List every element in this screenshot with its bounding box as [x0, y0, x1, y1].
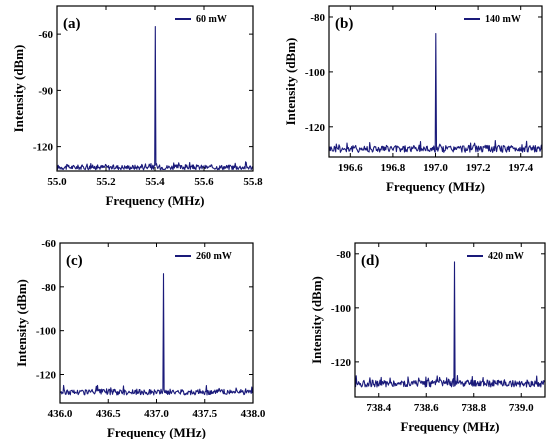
chart-panel: 738.4 738.6 738.8 739.0 -120 -100 -80 Frequency… [309, 242, 546, 434]
y-tick-label: -120 [36, 370, 57, 382]
plot-frame [59, 242, 254, 404]
x-axis-label: Frequency (MHz) [400, 419, 499, 434]
x-axis-label: Frequency (MHz) [105, 193, 204, 208]
series-line [59, 273, 254, 396]
x-tick-label: 197.4 [508, 162, 533, 174]
x-tick-label: 196.6 [338, 162, 363, 174]
series-line [354, 261, 546, 388]
x-tick-label: 55.0 [47, 176, 67, 188]
x-axis-label: Frequency (MHz) [386, 179, 485, 194]
legend-label: 260 mW [196, 251, 232, 262]
y-axis-label: Intensity (dBm) [283, 38, 298, 126]
y-axis-label: Intensity (dBm) [14, 279, 29, 367]
x-tick-label: 55.4 [145, 176, 165, 188]
x-tick-label: 438.0 [241, 408, 266, 420]
legend-label: 140 mW [485, 14, 521, 25]
chart-panel: 436.0 436.5 437.0 437.5 438.0 -120 -100 -80 -60 F… [14, 238, 266, 439]
y-tick-label: -100 [331, 303, 352, 315]
panel-label: (a) [63, 16, 81, 32]
y-tick-label: -120 [305, 122, 326, 134]
y-tick-label: -100 [305, 67, 326, 79]
x-tick-label: 197.0 [423, 162, 448, 174]
plot-frame [354, 242, 546, 398]
panel-label: (c) [66, 253, 83, 269]
x-tick-label: 196.8 [381, 162, 406, 174]
x-tick-label: 55.8 [243, 176, 263, 188]
x-tick-label: 738.4 [366, 402, 391, 414]
y-axis-label: Intensity (dBm) [11, 45, 26, 133]
y-tick-label: -120 [331, 357, 352, 369]
x-tick-label: 738.8 [461, 402, 486, 414]
y-tick-label: -80 [336, 249, 351, 261]
x-tick-label: 739.0 [509, 402, 534, 414]
y-tick-label: -80 [310, 12, 325, 24]
chart-panel: 55.0 55.2 55.4 55.6 55.8 -120 -90 -60 Frequency … [11, 5, 263, 208]
panel-label: (d) [361, 253, 379, 269]
x-tick-label: 436.5 [96, 408, 121, 420]
y-tick-label: -90 [38, 85, 53, 97]
legend-label: 60 mW [196, 14, 227, 25]
x-tick-label: 738.6 [414, 402, 439, 414]
x-tick-label: 437.0 [144, 408, 169, 420]
panel-label: (b) [335, 16, 353, 32]
chart-panel: 196.6 196.8 197.0 197.2 197.4 -120 -100 -80 Freq… [283, 5, 543, 194]
series-line [56, 26, 254, 171]
y-tick-label: -80 [41, 282, 56, 294]
x-axis-label: Frequency (MHz) [107, 425, 206, 439]
x-tick-label: 197.2 [466, 162, 491, 174]
y-tick-label: -60 [38, 29, 53, 41]
y-tick-label: -60 [41, 238, 56, 250]
y-tick-label: -120 [33, 142, 54, 154]
x-tick-label: 55.6 [194, 176, 214, 188]
y-axis-label: Intensity (dBm) [309, 276, 324, 364]
x-tick-label: 436.0 [48, 408, 73, 420]
legend-label: 420 mW [488, 251, 524, 262]
x-tick-label: 55.2 [96, 176, 116, 188]
series-line [328, 32, 543, 153]
x-tick-label: 437.5 [192, 408, 217, 420]
y-tick-label: -100 [36, 326, 57, 338]
